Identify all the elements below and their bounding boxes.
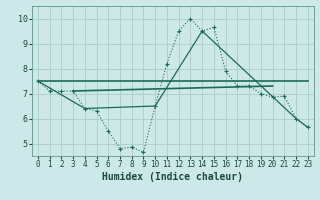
X-axis label: Humidex (Indice chaleur): Humidex (Indice chaleur)	[102, 172, 243, 182]
